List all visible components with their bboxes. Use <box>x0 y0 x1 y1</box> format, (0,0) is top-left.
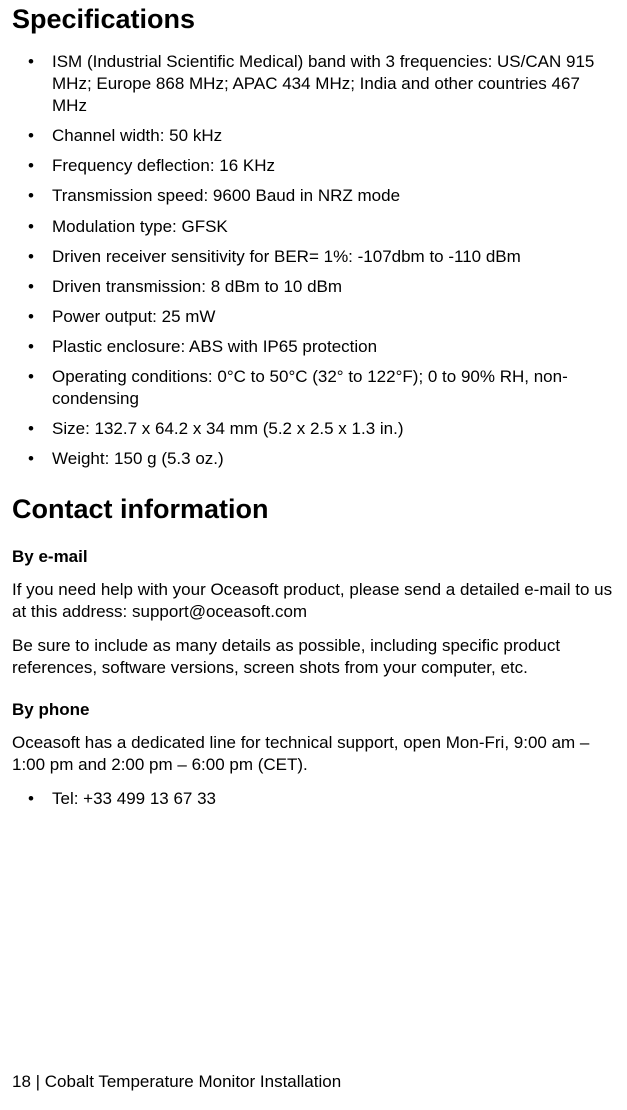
phone-para-1: Oceasoft has a dedicated line for techni… <box>12 732 615 776</box>
contact-heading: Contact information <box>12 494 615 525</box>
list-item: Driven transmission: 8 dBm to 10 dBm <box>46 276 615 298</box>
list-item: ISM (Industrial Scientific Medical) band… <box>46 51 615 117</box>
list-item: Transmission speed: 9600 Baud in NRZ mod… <box>46 185 615 207</box>
specifications-list: ISM (Industrial Scientific Medical) band… <box>12 51 615 470</box>
phone-list: Tel: +33 499 13 67 33 <box>12 788 615 810</box>
list-item: Modulation type: GFSK <box>46 216 615 238</box>
email-para-1: If you need help with your Oceasoft prod… <box>12 579 615 623</box>
list-item: Driven receiver sensitivity for BER= 1%:… <box>46 246 615 268</box>
phone-heading: By phone <box>12 700 615 720</box>
page-footer: 18 | Cobalt Temperature Monitor Installa… <box>12 1072 341 1092</box>
list-item: Operating conditions: 0°C to 50°C (32° t… <box>46 366 615 410</box>
list-item: Frequency deflection: 16 KHz <box>46 155 615 177</box>
list-item: Plastic enclosure: ABS with IP65 protect… <box>46 336 615 358</box>
list-item: Weight: 150 g (5.3 oz.) <box>46 448 615 470</box>
specifications-heading: Specifications <box>12 4 615 35</box>
email-para-2: Be sure to include as many details as po… <box>12 635 615 679</box>
list-item: Channel width: 50 kHz <box>46 125 615 147</box>
list-item: Power output: 25 mW <box>46 306 615 328</box>
list-item: Size: 132.7 x 64.2 x 34 mm (5.2 x 2.5 x … <box>46 418 615 440</box>
list-item: Tel: +33 499 13 67 33 <box>46 788 615 810</box>
email-heading: By e-mail <box>12 547 615 567</box>
